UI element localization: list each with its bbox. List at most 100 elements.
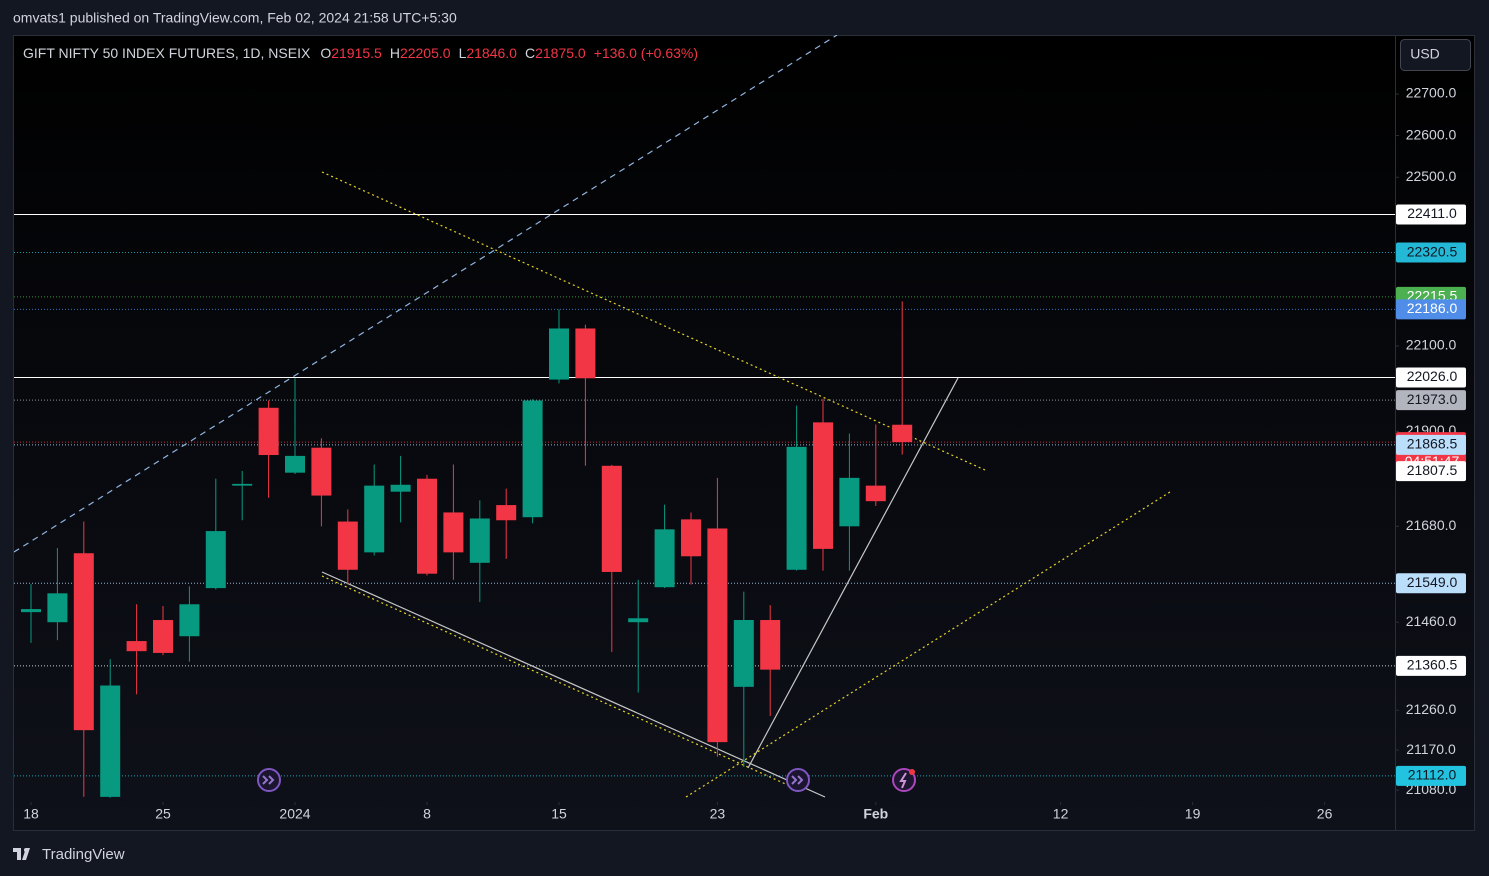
candle-body: [126, 641, 147, 652]
price-level-label: 22186.0: [1407, 300, 1458, 316]
drawings: [14, 35, 1171, 798]
x-tick-label: 8: [423, 806, 431, 822]
candle-body: [496, 505, 517, 521]
trend-line: [685, 491, 1171, 798]
candle-body: [892, 424, 913, 443]
event-icons: [257, 768, 916, 792]
legend-value: 21915.5: [331, 45, 382, 61]
y-tick-label: 22600.0: [1406, 126, 1457, 142]
candle-body: [522, 400, 543, 518]
y-tick-label: 22700.0: [1406, 85, 1457, 101]
candle-body: [153, 620, 173, 653]
legend: GIFT NIFTY 50 INDEX FUTURES, 1D, NSEIX O2…: [23, 45, 698, 61]
x-tick-label: 12: [1053, 806, 1069, 822]
price-level-label: 21549.0: [1407, 574, 1458, 590]
price-level-label: 22320.5: [1407, 243, 1458, 259]
candle-body: [575, 328, 596, 379]
levels: [14, 214, 1395, 777]
candle-body: [681, 519, 701, 557]
published-note: omvats1 published on TradingView.com, Fe…: [13, 10, 457, 26]
y-tick-label: 21260.0: [1406, 701, 1457, 717]
price-level-box: [1396, 204, 1466, 225]
legend-key: O: [320, 45, 331, 61]
candle-body: [469, 518, 490, 563]
footer-logo: [13, 848, 30, 860]
candle-body: [205, 531, 226, 589]
y-tick-label: 21680.0: [1406, 517, 1457, 533]
currency-label: USD: [1410, 46, 1440, 62]
legend-key: H: [390, 45, 400, 61]
y-tick-label: 22100.0: [1406, 337, 1457, 353]
x-tick-label: 19: [1185, 806, 1201, 822]
x-tick-label: 18: [23, 806, 39, 822]
candle-body: [707, 528, 728, 743]
event-icon-glyph: [899, 772, 907, 789]
legend-key: L: [459, 45, 467, 61]
candle-body: [417, 478, 437, 574]
currency-button[interactable]: [1400, 39, 1471, 71]
y-tick-label: 21460.0: [1406, 613, 1457, 629]
legend-value: 21846.0: [466, 45, 517, 61]
candle-body: [232, 483, 253, 486]
candle-body: [865, 485, 886, 502]
candle-body: [100, 685, 121, 797]
candle-body: [733, 620, 754, 687]
price-level-label: 21360.5: [1407, 657, 1458, 673]
candle-body: [654, 529, 675, 588]
candle-body: [179, 604, 200, 637]
legend-value: 22205.0: [400, 45, 451, 61]
candle-body: [364, 485, 385, 553]
candle-body: [73, 553, 94, 731]
price-level-box: [1396, 461, 1466, 482]
candle-body: [760, 620, 781, 670]
event-icon-glyph: [262, 775, 275, 785]
price-level-box: [1396, 299, 1466, 320]
candle-body: [337, 521, 358, 570]
candle-body: [628, 618, 649, 623]
candle-body: [601, 465, 622, 572]
candles: [21, 301, 913, 798]
price-level-box: [1396, 242, 1466, 263]
legend-value: 21875.0: [535, 45, 586, 61]
candle-body: [443, 512, 464, 553]
candle-body: [311, 447, 332, 496]
event-icon[interactable]: [257, 768, 281, 792]
trend-line: [14, 35, 838, 553]
y-tick-label: 22500.0: [1406, 168, 1457, 184]
x-tick-label: 23: [710, 806, 726, 822]
trend-line: [747, 377, 959, 769]
price-level-box: [1396, 655, 1466, 676]
x-tick-label: 15: [551, 806, 567, 822]
chart-title: GIFT NIFTY 50 INDEX FUTURES, 1D, NSEIX O2…: [23, 45, 698, 61]
candle-body: [549, 328, 569, 380]
trend-line: [321, 171, 986, 471]
trend-line: [321, 575, 791, 787]
candle-body: [47, 593, 68, 623]
logo-dot: [24, 848, 28, 852]
candle-body: [21, 609, 41, 613]
legend-change: +136.0 (+0.63%): [594, 45, 698, 61]
event-icon-glyph: [791, 775, 804, 785]
price-level-label: 21807.5: [1407, 462, 1458, 478]
symbol: GIFT NIFTY 50 INDEX FUTURES, 1D, NSEIX: [23, 45, 311, 61]
legend-key: C: [525, 45, 535, 61]
price-level-label: 21112.0: [1408, 767, 1457, 783]
price-level-box: [1396, 765, 1466, 786]
price-level-box: [1396, 434, 1466, 455]
x-tick-label: 2024: [279, 806, 310, 822]
trend-line: [321, 571, 826, 798]
x-tick-label: 25: [155, 806, 171, 822]
event-dot: [909, 769, 915, 775]
y-tick-label: 21170.0: [1406, 741, 1456, 757]
price-level-box: [1396, 367, 1466, 388]
candle-body: [839, 477, 860, 527]
candle-body: [813, 422, 833, 549]
candle-body: [258, 407, 279, 456]
candle-body: [285, 455, 305, 473]
footer-brand: TradingView: [42, 846, 125, 863]
event-icon[interactable]: [786, 768, 810, 792]
x-tick-label: 26: [1317, 806, 1333, 822]
price-level-label: 21868.5: [1407, 436, 1458, 452]
price-level-box: [1396, 573, 1466, 594]
